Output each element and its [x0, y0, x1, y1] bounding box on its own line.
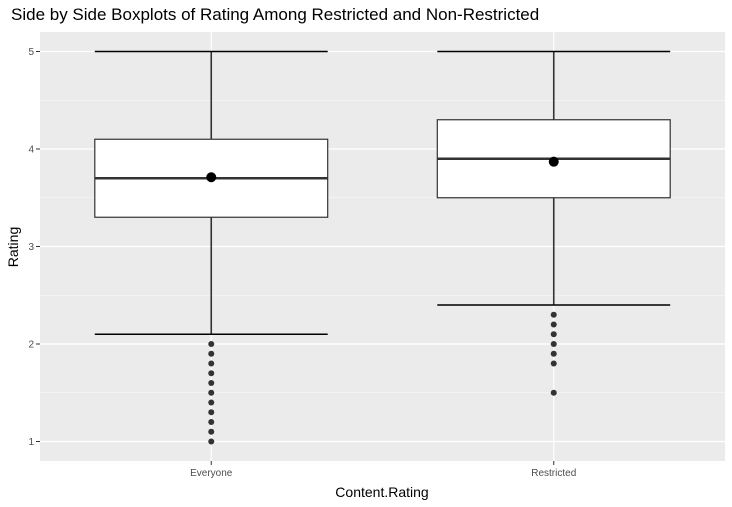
y-tick-label: 1 — [28, 437, 34, 448]
chart-title: Side by Side Boxplots of Rating Among Re… — [11, 5, 539, 24]
outlier-point — [550, 389, 557, 396]
outlier-point — [550, 350, 557, 357]
outlier-point — [550, 331, 557, 338]
outlier-point — [208, 380, 215, 386]
outlier-point — [550, 321, 557, 328]
outlier-point — [208, 399, 215, 406]
outlier-point — [208, 360, 215, 367]
y-tick-label: 4 — [28, 145, 34, 156]
x-tick-label: Everyone — [190, 468, 233, 479]
outlier-point — [208, 438, 215, 445]
y-axis-title: Rating — [5, 227, 21, 267]
x-axis-ticks: Everyone Restricted — [190, 461, 576, 479]
y-tick-label: 3 — [28, 242, 34, 253]
y-tick-label: 5 — [28, 47, 34, 58]
outlier-point — [208, 350, 215, 357]
x-axis-title: Content.Rating — [335, 484, 428, 500]
outlier-point — [208, 419, 215, 425]
outlier-point — [208, 370, 215, 377]
outlier-point — [208, 409, 215, 416]
outlier-point — [208, 428, 215, 435]
y-tick-label: 2 — [28, 340, 34, 351]
outlier-point — [550, 360, 557, 367]
boxes-group — [94, 50, 671, 445]
mean-point — [548, 156, 559, 167]
outlier-point — [550, 341, 557, 347]
y-axis-ticks: 1 2 3 4 5 — [28, 47, 40, 448]
outlier-point — [550, 311, 557, 318]
mean-point — [206, 172, 217, 183]
outlier-point — [208, 389, 215, 396]
outlier-point — [208, 341, 215, 347]
x-tick-label: Restricted — [531, 468, 576, 479]
